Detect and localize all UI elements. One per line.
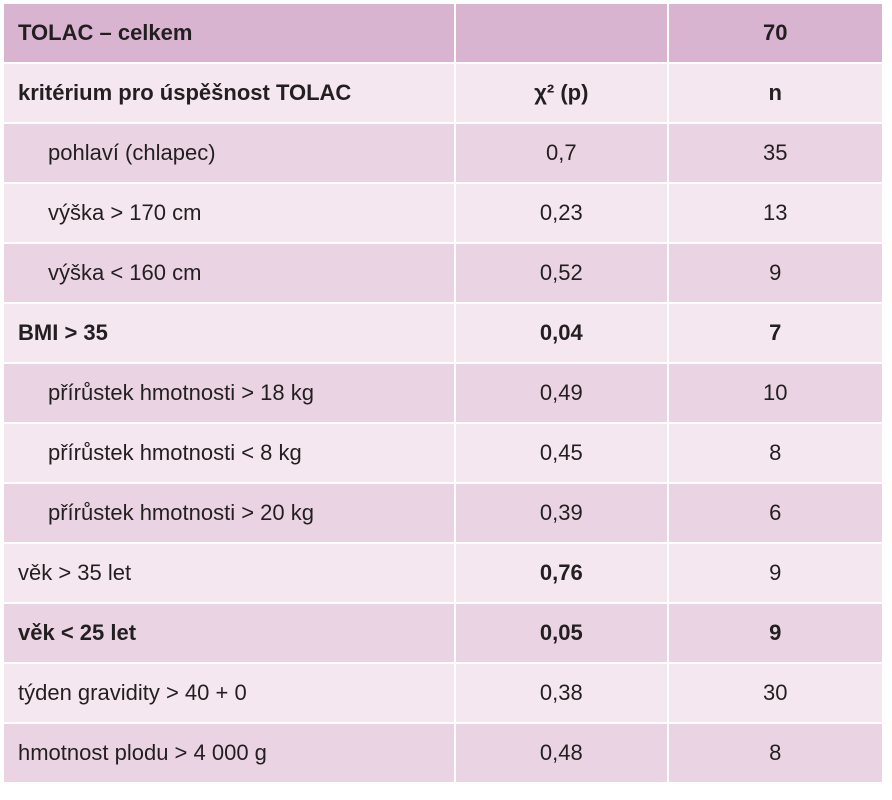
cell <box>454 2 669 64</box>
cell: 0,48 <box>454 722 669 784</box>
cell: výška < 160 cm <box>1 242 457 304</box>
table-row: výška > 170 cm 0,23 13 <box>1 182 885 244</box>
table-body: TOLAC – celkem 70 kritérium pro úspěšnos… <box>1 2 885 784</box>
table-row: věk > 35 let 0,76 9 <box>1 542 885 604</box>
header-row: TOLAC – celkem 70 <box>1 2 885 64</box>
cell: věk < 25 let <box>1 602 457 664</box>
cell: 0,23 <box>454 182 669 244</box>
table-row: přírůstek hmotnosti < 8 kg 0,45 8 <box>1 422 885 484</box>
cell: 6 <box>666 482 885 544</box>
table-row: hmotnost plodu > 4 000 g 0,48 8 <box>1 722 885 784</box>
cell: přírůstek hmotnosti > 18 kg <box>1 362 457 424</box>
cell: n <box>666 62 885 124</box>
cell: 0,49 <box>454 362 669 424</box>
table-row: přírůstek hmotnosti > 18 kg 0,49 10 <box>1 362 885 424</box>
cell: hmotnost plodu > 4 000 g <box>1 722 457 784</box>
cell: 30 <box>666 662 885 724</box>
table-row: týden gravidity > 40 + 0 0,38 30 <box>1 662 885 724</box>
cell: 0,7 <box>454 122 669 184</box>
cell: 9 <box>666 542 885 604</box>
cell: 70 <box>666 2 885 64</box>
cell: 0,04 <box>454 302 669 364</box>
cell: kritérium pro úspěšnost TOLAC <box>1 62 457 124</box>
cell: 7 <box>666 302 885 364</box>
cell: výška > 170 cm <box>1 182 457 244</box>
cell: 10 <box>666 362 885 424</box>
data-table: TOLAC – celkem 70 kritérium pro úspěšnos… <box>1 2 885 784</box>
cell: 9 <box>666 602 885 664</box>
cell: přírůstek hmotnosti > 20 kg <box>1 482 457 544</box>
cell: 0,76 <box>454 542 669 604</box>
cell: 0,52 <box>454 242 669 304</box>
column-row: kritérium pro úspěšnost TOLAC χ² (p) n <box>1 62 885 124</box>
cell: 8 <box>666 422 885 484</box>
cell: 0,45 <box>454 422 669 484</box>
cell: týden gravidity > 40 + 0 <box>1 662 457 724</box>
table-row: věk < 25 let 0,05 9 <box>1 602 885 664</box>
cell: 0,05 <box>454 602 669 664</box>
table-row: BMI > 35 0,04 7 <box>1 302 885 364</box>
cell: TOLAC – celkem <box>1 2 457 64</box>
cell: 9 <box>666 242 885 304</box>
cell: BMI > 35 <box>1 302 457 364</box>
cell: přírůstek hmotnosti < 8 kg <box>1 422 457 484</box>
cell: 0,38 <box>454 662 669 724</box>
table-row: výška < 160 cm 0,52 9 <box>1 242 885 304</box>
cell: 8 <box>666 722 885 784</box>
cell: 35 <box>666 122 885 184</box>
cell: 0,39 <box>454 482 669 544</box>
cell: věk > 35 let <box>1 542 457 604</box>
table-row: pohlaví (chlapec) 0,7 35 <box>1 122 885 184</box>
table-row: přírůstek hmotnosti > 20 kg 0,39 6 <box>1 482 885 544</box>
cell: 13 <box>666 182 885 244</box>
cell: χ² (p) <box>454 62 669 124</box>
cell: pohlaví (chlapec) <box>1 122 457 184</box>
